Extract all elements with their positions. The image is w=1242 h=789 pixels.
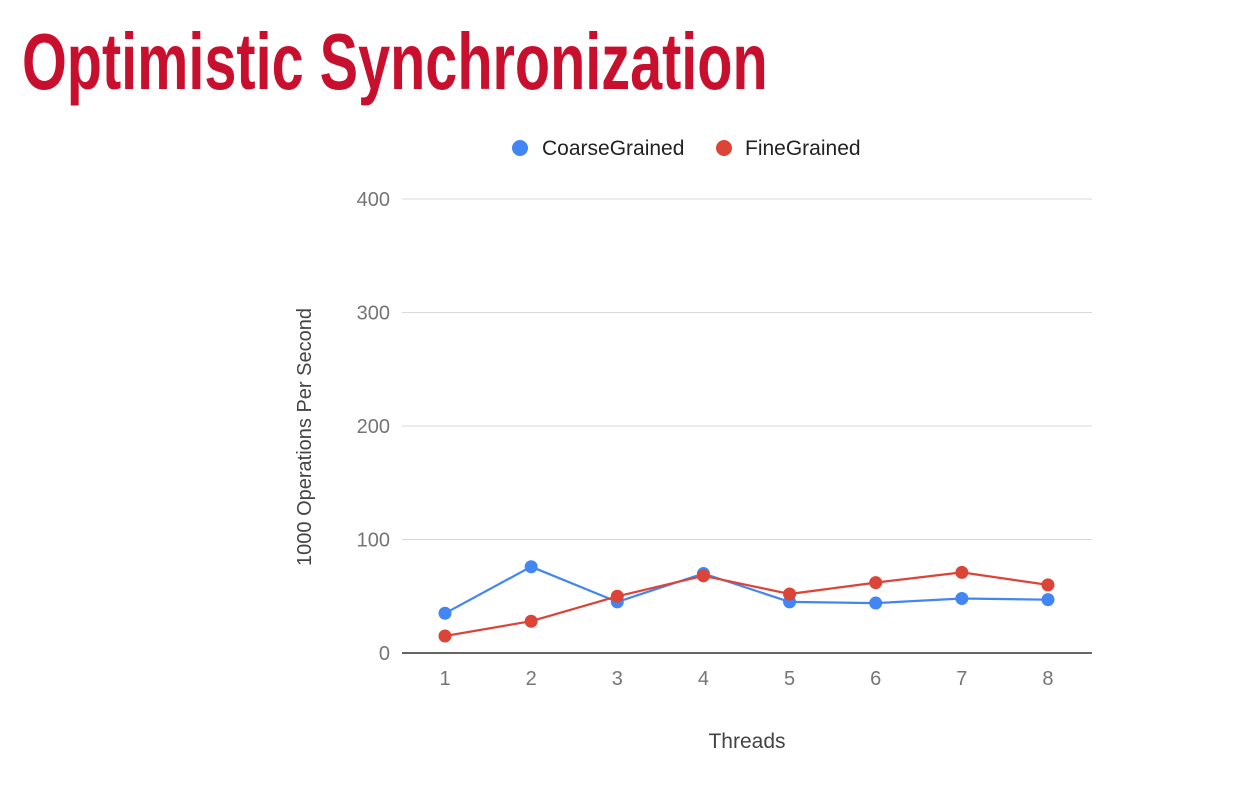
y-tick-label: 0 xyxy=(379,643,390,665)
x-tick-label: 2 xyxy=(526,668,537,690)
legend-marker xyxy=(716,140,732,156)
series-line xyxy=(444,565,1049,615)
data-point xyxy=(524,614,538,628)
y-tick-label: 400 xyxy=(357,189,390,211)
data-point xyxy=(955,565,969,579)
slide-title: Optimistic Synchronization xyxy=(22,17,768,106)
data-point xyxy=(955,592,969,606)
x-tick-label: 8 xyxy=(1042,668,1053,690)
y-axis-title: 1000 Operations Per Second xyxy=(294,308,316,566)
x-tick-label: 4 xyxy=(698,668,709,690)
data-point xyxy=(610,589,624,603)
data-point xyxy=(524,560,538,574)
grid-lines xyxy=(402,198,1092,540)
legend-label: CoarseGrained xyxy=(542,137,684,160)
legend-marker xyxy=(512,140,528,156)
x-axis-title: Threads xyxy=(708,730,785,753)
legend-item: CoarseGrained xyxy=(512,137,684,160)
data-point xyxy=(438,629,452,643)
x-axis-ticks: 1 2 3 4 5 6 7 8 xyxy=(439,668,1053,690)
y-tick-label: 200 xyxy=(357,416,390,438)
series-layer xyxy=(438,560,1055,643)
data-point xyxy=(696,569,710,583)
series-line xyxy=(444,571,1049,638)
x-tick-label: 3 xyxy=(612,668,623,690)
legend: CoarseGrained FineGrained xyxy=(512,137,861,160)
y-tick-label: 100 xyxy=(357,530,390,552)
series-finegrained xyxy=(438,565,1055,643)
data-point xyxy=(783,587,797,601)
x-tick-label: 1 xyxy=(439,668,450,690)
data-point xyxy=(1041,578,1055,592)
legend-label: FineGrained xyxy=(745,137,861,160)
data-point xyxy=(869,596,883,610)
y-tick-label: 300 xyxy=(357,303,390,325)
legend-item: FineGrained xyxy=(716,137,861,160)
y-axis-ticks: 0 100 200 300 400 xyxy=(357,189,390,665)
x-tick-label: 5 xyxy=(784,668,795,690)
x-tick-label: 6 xyxy=(870,668,881,690)
data-point xyxy=(1041,593,1055,607)
data-point xyxy=(438,606,452,620)
data-point xyxy=(869,576,883,590)
x-tick-label: 7 xyxy=(956,668,967,690)
